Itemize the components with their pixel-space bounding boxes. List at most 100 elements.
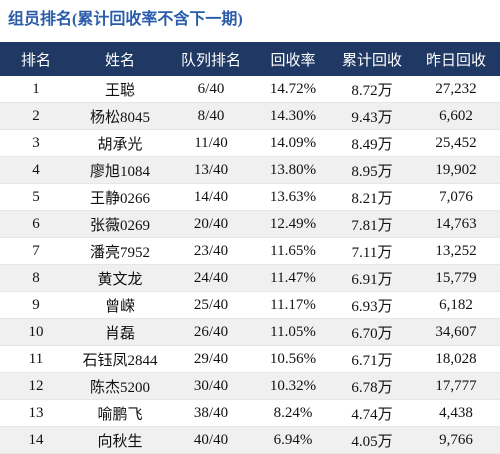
table-cell: 14	[0, 426, 72, 454]
table-cell: 7,076	[412, 183, 500, 211]
table-cell: 26/40	[168, 318, 254, 346]
table-cell: 27,232	[412, 76, 500, 103]
table-cell: 10.56%	[254, 345, 332, 373]
table-cell: 9.43万	[332, 102, 412, 130]
page: 组员排名(累计回收率不含下一期) 排名 姓名 队列排名 回收率 累计回收 昨日回收 1 王聪…	[0, 11, 500, 454]
table-row: 14 向秋生 40/40 6.94% 4.05万 9,766	[0, 426, 500, 454]
table-cell: 杨松8045	[72, 102, 168, 130]
table-cell: 19,902	[412, 156, 500, 184]
table-cell: 6/40	[168, 76, 254, 103]
table-cell: 14.72%	[254, 76, 332, 103]
table-cell: 8.24%	[254, 399, 332, 427]
table-cell: 4,438	[412, 399, 500, 427]
table-cell: 14,763	[412, 210, 500, 238]
table-cell: 向秋生	[72, 426, 168, 454]
table-cell: 14.09%	[254, 129, 332, 157]
table-row: 10 肖磊 26/40 11.05% 6.70万 34,607	[0, 318, 500, 346]
table-cell: 9,766	[412, 426, 500, 454]
table-cell: 34,607	[412, 318, 500, 346]
table-cell: 11/40	[168, 129, 254, 157]
table-cell: 25,452	[412, 129, 500, 157]
table-row: 13 喻鹏飞 38/40 8.24% 4.74万 4,438	[0, 399, 500, 427]
table-cell: 13,252	[412, 237, 500, 265]
table-cell: 10	[0, 318, 72, 346]
table-cell: 6.71万	[332, 345, 412, 373]
table-cell: 4.74万	[332, 399, 412, 427]
table-cell: 6,182	[412, 291, 500, 319]
table-cell: 喻鹏飞	[72, 399, 168, 427]
table-cell: 石钰凤2844	[72, 345, 168, 373]
table-cell: 陈杰5200	[72, 372, 168, 400]
table-cell: 4.05万	[332, 426, 412, 454]
column-header: 姓名	[72, 42, 168, 76]
table-cell: 7	[0, 237, 72, 265]
table-cell: 黄文龙	[72, 264, 168, 292]
table-cell: 13	[0, 399, 72, 427]
table-cell: 25/40	[168, 291, 254, 319]
table-cell: 12	[0, 372, 72, 400]
column-header: 累计回收	[332, 42, 412, 76]
table-cell: 6.94%	[254, 426, 332, 454]
table-cell: 5	[0, 183, 72, 211]
title: 组员排名(累计回收率不含下一期)	[8, 11, 243, 28]
table-row: 11 石钰凤2844 29/40 10.56% 6.71万 18,028	[0, 345, 500, 373]
table-cell: 8.72万	[332, 76, 412, 103]
table-row: 1 王聪 6/40 14.72% 8.72万 27,232	[0, 76, 500, 103]
table-row: 4 廖旭1084 13/40 13.80% 8.95万 19,902	[0, 156, 500, 184]
table-cell: 12.49%	[254, 210, 332, 238]
table-cell: 8.49万	[332, 129, 412, 157]
header-row: 排名 姓名 队列排名 回收率 累计回收 昨日回收	[0, 42, 500, 76]
table-cell: 11.17%	[254, 291, 332, 319]
column-header: 排名	[0, 42, 72, 76]
table-cell: 18,028	[412, 345, 500, 373]
table-cell: 肖磊	[72, 318, 168, 346]
table-cell: 8	[0, 264, 72, 292]
ranking-table: 排名 姓名 队列排名 回收率 累计回收 昨日回收 1 王聪 6/40 14.72% 8.72万 27…	[0, 42, 500, 454]
table-cell: 24/40	[168, 264, 254, 292]
table-cell: 23/40	[168, 237, 254, 265]
table-cell: 7.11万	[332, 237, 412, 265]
table-cell: 2	[0, 102, 72, 130]
table-row: 5 王静0266 14/40 13.63% 8.21万 7,076	[0, 183, 500, 211]
table-row: 6 张薇0269 20/40 12.49% 7.81万 14,763	[0, 210, 500, 238]
table-cell: 8.21万	[332, 183, 412, 211]
table-cell: 38/40	[168, 399, 254, 427]
column-header: 队列排名	[168, 42, 254, 76]
table-cell: 10.32%	[254, 372, 332, 400]
table-cell: 14.30%	[254, 102, 332, 130]
table-row: 3 胡承光 11/40 14.09% 8.49万 25,452	[0, 129, 500, 157]
table-cell: 17,777	[412, 372, 500, 400]
table-cell: 30/40	[168, 372, 254, 400]
table-row: 2 杨松8045 8/40 14.30% 9.43万 6,602	[0, 102, 500, 130]
table-cell: 8/40	[168, 102, 254, 130]
column-header: 昨日回收	[412, 42, 500, 76]
table-cell: 6.91万	[332, 264, 412, 292]
table-cell: 40/40	[168, 426, 254, 454]
table-row: 8 黄文龙 24/40 11.47% 6.91万 15,779	[0, 264, 500, 292]
table-cell: 6,602	[412, 102, 500, 130]
table-cell: 20/40	[168, 210, 254, 238]
table-cell: 11.65%	[254, 237, 332, 265]
table-cell: 13.80%	[254, 156, 332, 184]
table-cell: 7.81万	[332, 210, 412, 238]
table-cell: 14/40	[168, 183, 254, 211]
column-header: 回收率	[254, 42, 332, 76]
table-cell: 潘亮7952	[72, 237, 168, 265]
table-cell: 王聪	[72, 76, 168, 103]
table-cell: 曾嵘	[72, 291, 168, 319]
table-cell: 11	[0, 345, 72, 373]
table-cell: 15,779	[412, 264, 500, 292]
table-cell: 9	[0, 291, 72, 319]
table-cell: 1	[0, 76, 72, 103]
table-cell: 11.05%	[254, 318, 332, 346]
table-cell: 13/40	[168, 156, 254, 184]
table-cell: 4	[0, 156, 72, 184]
table-cell: 13.63%	[254, 183, 332, 211]
table-cell: 8.95万	[332, 156, 412, 184]
table-row: 7 潘亮7952 23/40 11.65% 7.11万 13,252	[0, 237, 500, 265]
table-cell: 胡承光	[72, 129, 168, 157]
table-cell: 6.93万	[332, 291, 412, 319]
table-cell: 3	[0, 129, 72, 157]
table-cell: 11.47%	[254, 264, 332, 292]
table-cell: 29/40	[168, 345, 254, 373]
